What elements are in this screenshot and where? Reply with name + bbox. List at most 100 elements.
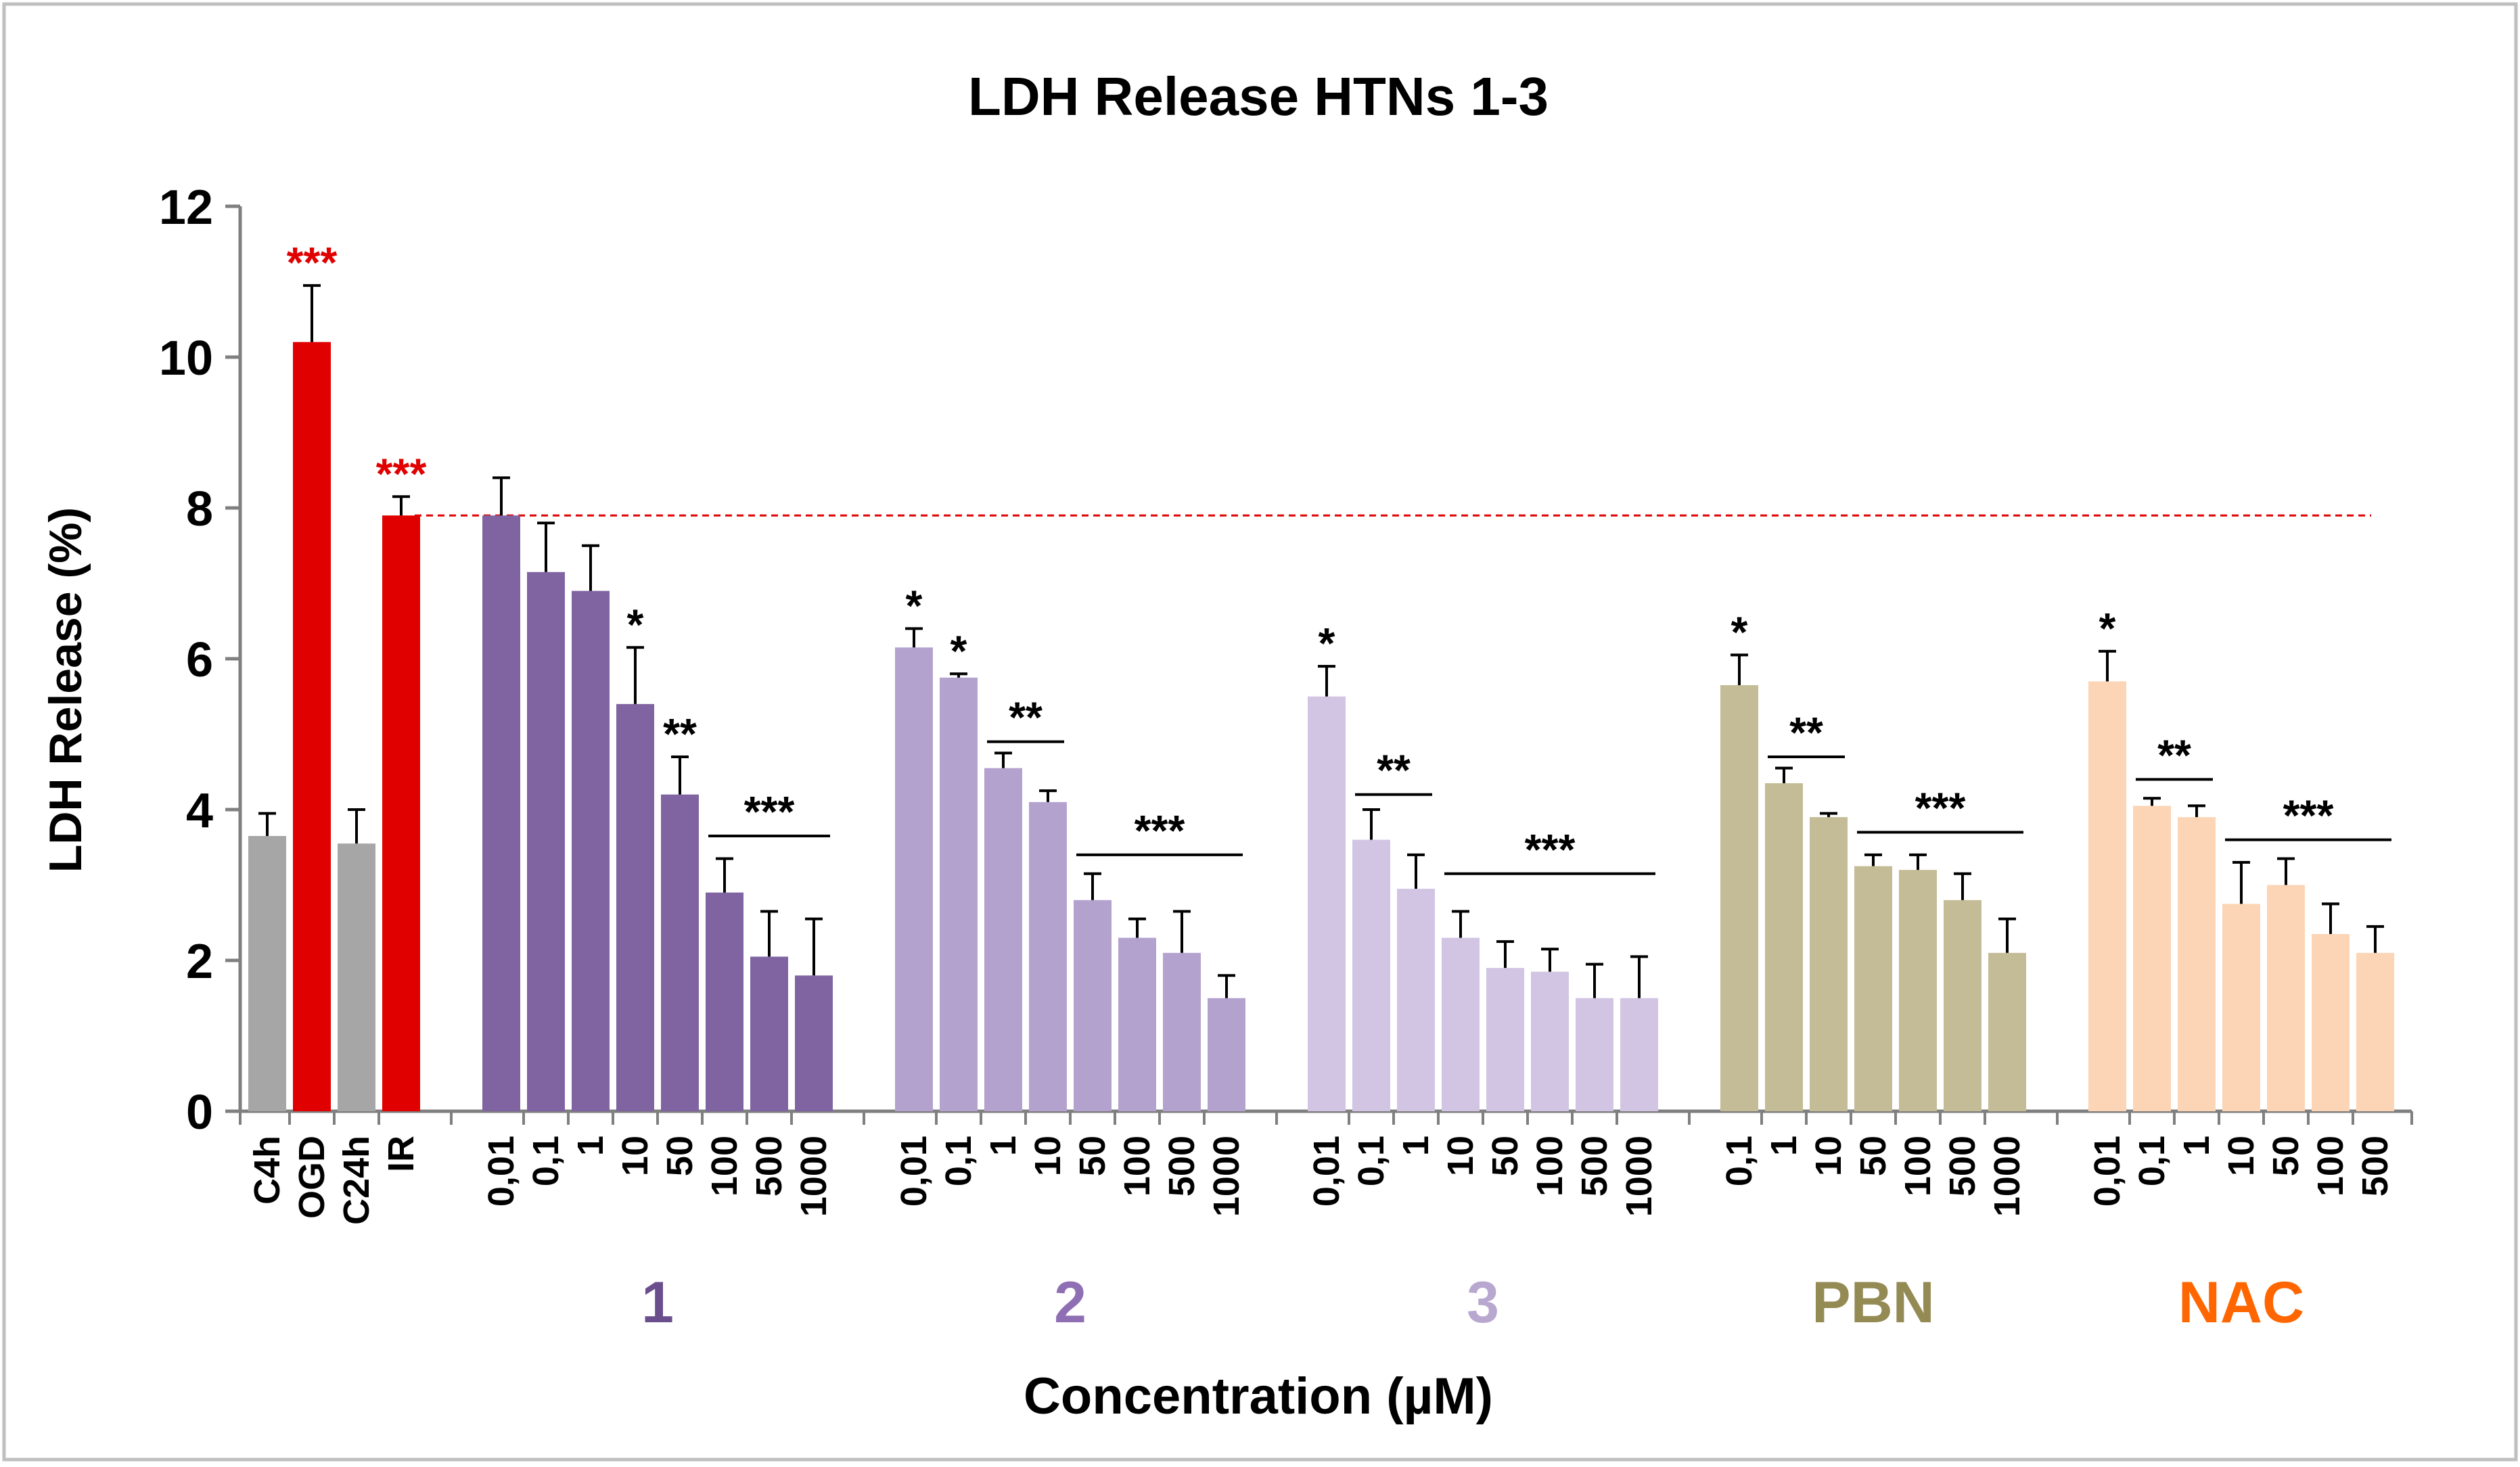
bar-1-100 (706, 892, 743, 1111)
x-tick-label: 500 (1574, 1136, 1615, 1196)
x-tick-label: 0,01 (1306, 1136, 1347, 1207)
x-tick-label: 100 (704, 1136, 745, 1196)
x-tick-label: 10 (1808, 1136, 1849, 1176)
bar-3-50 (1486, 968, 1524, 1111)
bar-1-0,01 (482, 515, 520, 1111)
bar-3-0,1 (1352, 839, 1390, 1111)
x-tick-label: 0,1 (1351, 1136, 1392, 1186)
bar-2-100 (1118, 937, 1156, 1111)
bar-2-500 (1163, 952, 1201, 1111)
group-label-PBN: PBN (1812, 1270, 1935, 1335)
bar-3-1000 (1620, 998, 1658, 1111)
x-tick-label: 50 (1485, 1136, 1526, 1176)
bar-NAC-0,1 (2133, 806, 2171, 1111)
bar-PBN-10 (1810, 817, 1848, 1111)
bar-1-10 (616, 703, 654, 1111)
x-tick-label: C4h (247, 1136, 288, 1205)
x-tick-label: 50 (2266, 1136, 2306, 1176)
x-tick-label: 1000 (1619, 1136, 1659, 1217)
bar-2-1 (984, 768, 1022, 1111)
x-tick-label: 100 (1117, 1136, 1158, 1196)
bracket-significance-label: ** (2157, 730, 2191, 779)
bar-NAC-0,01 (2088, 681, 2126, 1111)
x-tick-label: 1 (1396, 1136, 1436, 1156)
bracket-significance-label: *** (1135, 806, 1185, 855)
x-tick-label: 50 (1072, 1136, 1113, 1176)
y-tick-label: 4 (186, 784, 213, 838)
bar-control-OGD (293, 342, 331, 1112)
bar-PBN-0,1 (1720, 685, 1758, 1111)
bar-control-C4h (248, 836, 286, 1111)
x-tick-label: 50 (660, 1136, 700, 1176)
significance-marker: * (1319, 619, 1335, 668)
bar-2-0,01 (895, 647, 933, 1111)
bar-1-1000 (795, 975, 833, 1111)
significance-marker: *** (376, 449, 427, 498)
group-label-3: 3 (1467, 1270, 1499, 1335)
x-tick-label: 1 (570, 1136, 611, 1156)
bar-NAC-10 (2222, 904, 2260, 1111)
y-axis-label: LDH Release (%) (40, 507, 91, 872)
bar-PBN-50 (1854, 866, 1892, 1111)
y-tick-label: 2 (186, 935, 213, 989)
y-tick-label: 12 (159, 181, 213, 235)
x-tick-label: 10 (1028, 1136, 1068, 1176)
significance-marker: * (906, 581, 923, 630)
x-tick-label: 100 (2310, 1136, 2351, 1196)
bracket-significance-label: *** (2283, 791, 2334, 840)
bar-2-1000 (1208, 998, 1245, 1111)
bar-control-C24h (338, 843, 375, 1111)
bar-3-500 (1576, 998, 1613, 1111)
significance-marker: * (1731, 607, 1748, 656)
x-tick-label: 0,1 (2132, 1136, 2172, 1186)
x-tick-label: 0,1 (526, 1136, 566, 1186)
bar-3-1 (1397, 889, 1435, 1111)
x-tick-label: 100 (1530, 1136, 1570, 1196)
x-tick-label: 1 (1764, 1136, 1804, 1156)
y-tick-label: 8 (186, 482, 213, 536)
bar-NAC-1 (2178, 817, 2216, 1111)
x-tick-label: OGD (292, 1136, 332, 1219)
x-tick-label: 500 (1942, 1136, 1983, 1196)
bar-3-10 (1442, 937, 1480, 1111)
group-label-NAC: NAC (2178, 1270, 2304, 1335)
x-tick-label: 1 (983, 1136, 1024, 1156)
x-tick-label: 1 (2176, 1136, 2217, 1156)
bar-1-500 (750, 956, 788, 1111)
bracket-significance-label: ** (1377, 746, 1411, 795)
x-tick-label: 0,01 (894, 1136, 934, 1207)
significance-marker: *** (287, 238, 338, 287)
bar-2-50 (1074, 900, 1112, 1111)
x-tick-label: C24h (336, 1136, 377, 1225)
bar-NAC-50 (2267, 885, 2305, 1111)
group-label-2: 2 (1054, 1270, 1086, 1335)
x-tick-label: 10 (1440, 1136, 1481, 1176)
x-tick-label: 100 (1898, 1136, 1938, 1196)
bracket-significance-label: ** (1789, 708, 1823, 757)
significance-marker: * (627, 600, 644, 649)
bar-control-IR (382, 515, 420, 1111)
x-tick-label: 500 (2355, 1136, 2396, 1196)
bar-3-100 (1531, 971, 1569, 1111)
significance-marker: * (950, 626, 967, 675)
bracket-significance-label: ** (1009, 693, 1043, 742)
bar-2-0,1 (940, 677, 978, 1111)
y-tick-label: 10 (159, 331, 213, 386)
bar-PBN-1000 (1988, 952, 2026, 1111)
bar-PBN-100 (1899, 870, 1937, 1111)
y-tick-label: 0 (186, 1086, 213, 1140)
x-tick-label: 10 (2221, 1136, 2262, 1176)
x-tick-label: 10 (615, 1136, 656, 1176)
bar-3-0,01 (1308, 696, 1346, 1111)
x-axis-label: Concentration (µM) (1024, 1368, 1493, 1425)
significance-marker: ** (663, 709, 697, 758)
significance-marker: * (2099, 604, 2116, 653)
bracket-significance-label: *** (1525, 825, 1576, 874)
x-tick-label: 0,01 (481, 1136, 522, 1207)
bar-PBN-500 (1944, 900, 1981, 1111)
bracket-significance-label: *** (744, 787, 795, 836)
x-tick-label: 500 (1162, 1136, 1202, 1196)
